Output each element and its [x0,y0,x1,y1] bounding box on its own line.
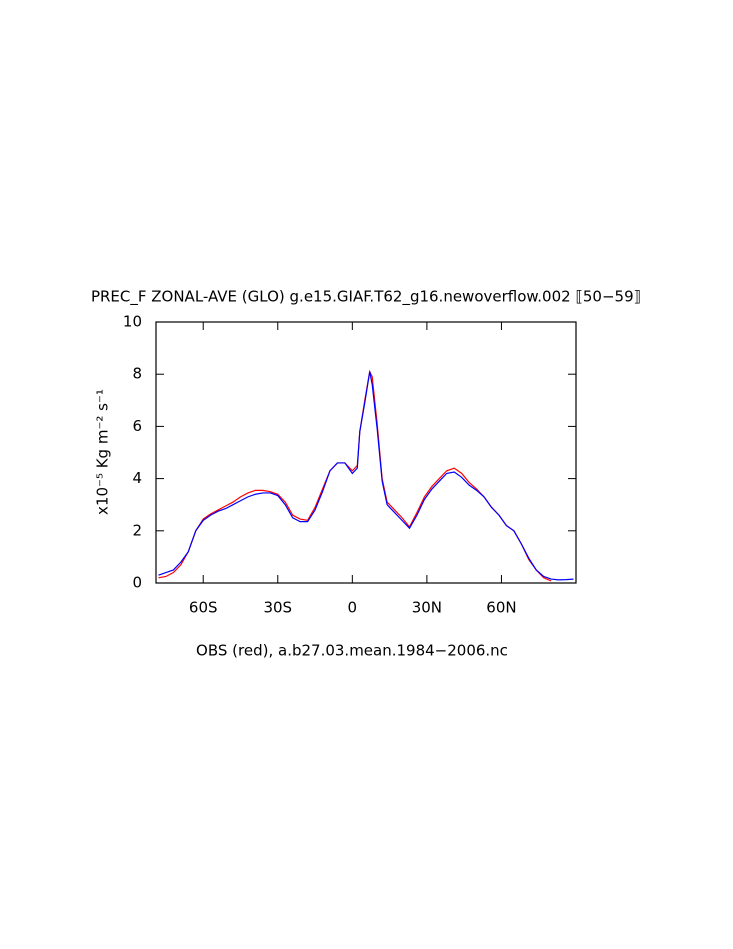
x-tick-label: 60N [486,599,516,617]
y-axis-label: x10⁻⁵ Kg m⁻² s⁻¹ [94,389,112,515]
y-tick-label: 8 [132,365,142,383]
x-tick-label: 30S [263,599,292,617]
x-tick-label: 30N [412,599,442,617]
x-tick-label: 60S [189,599,218,617]
data-line [158,371,574,581]
x-tick-label: 0 [348,599,358,617]
y-tick-label: 10 [123,313,142,331]
y-tick-label: 2 [132,521,142,539]
x-axis-label: OBS (red), a.b27.03.mean.1984−2006.nc [196,642,508,660]
y-tick-label: 6 [132,417,142,435]
plot-frame [155,321,577,584]
chart-title: PREC_F ZONAL-AVE (GLO) g.e15.GIAF.T62_g1… [91,288,641,307]
y-tick-label: 4 [132,469,142,487]
y-tick-label: 0 [132,574,142,592]
